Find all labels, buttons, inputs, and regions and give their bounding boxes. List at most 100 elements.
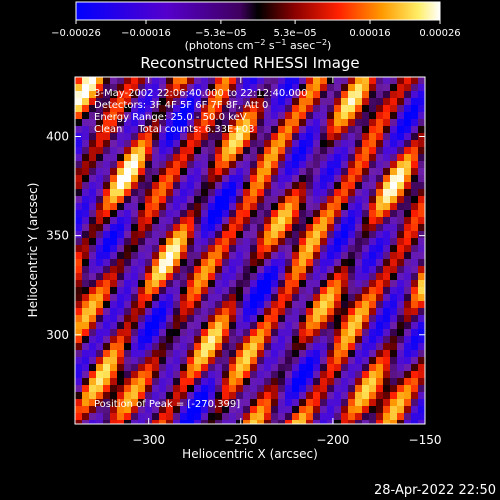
heatmap-cell bbox=[75, 420, 82, 424]
heatmap-cell bbox=[362, 364, 369, 371]
heatmap-cell bbox=[404, 350, 411, 357]
heatmap-cell bbox=[180, 322, 187, 329]
heatmap-cell bbox=[173, 84, 180, 91]
heatmap-cell bbox=[82, 357, 89, 364]
heatmap-cell bbox=[327, 259, 334, 266]
heatmap-cell bbox=[341, 392, 348, 399]
heatmap-cell bbox=[138, 329, 145, 336]
heatmap-cell bbox=[96, 224, 103, 231]
heatmap-cell bbox=[180, 203, 187, 210]
heatmap-cell bbox=[334, 203, 341, 210]
heatmap-cell bbox=[180, 210, 187, 217]
heatmap-cell bbox=[110, 287, 117, 294]
heatmap-cell bbox=[362, 224, 369, 231]
heatmap-cell bbox=[222, 280, 229, 287]
heatmap-cell bbox=[103, 301, 110, 308]
heatmap-cell bbox=[131, 189, 138, 196]
heatmap-cell bbox=[236, 189, 243, 196]
heatmap-cell bbox=[75, 168, 82, 175]
heatmap-cell bbox=[264, 406, 271, 413]
heatmap-cell bbox=[138, 77, 145, 84]
heatmap-cell bbox=[292, 126, 299, 133]
heatmap-cell bbox=[124, 371, 131, 378]
heatmap-cell bbox=[117, 98, 124, 105]
heatmap-cell bbox=[180, 98, 187, 105]
heatmap-cell bbox=[390, 196, 397, 203]
heatmap-cell bbox=[341, 294, 348, 301]
heatmap-cell bbox=[187, 147, 194, 154]
heatmap-cell bbox=[243, 308, 250, 315]
heatmap-cell bbox=[264, 84, 271, 91]
heatmap-cell bbox=[159, 266, 166, 273]
heatmap-cell bbox=[313, 259, 320, 266]
heatmap-cell bbox=[285, 280, 292, 287]
heatmap-cell bbox=[383, 224, 390, 231]
heatmap-cell bbox=[292, 140, 299, 147]
heatmap-cell bbox=[313, 322, 320, 329]
heatmap-cell bbox=[250, 329, 257, 336]
heatmap-cell bbox=[327, 406, 334, 413]
heatmap-cell bbox=[110, 343, 117, 350]
colorbar bbox=[75, 1, 441, 21]
heatmap-cell bbox=[383, 112, 390, 119]
heatmap-cell bbox=[348, 105, 355, 112]
heatmap-cell bbox=[89, 245, 96, 252]
heatmap-cell bbox=[320, 413, 327, 420]
heatmap-cell bbox=[166, 259, 173, 266]
heatmap-cell bbox=[264, 154, 271, 161]
heatmap-cell bbox=[138, 189, 145, 196]
heatmap-cell bbox=[103, 273, 110, 280]
heatmap-cell bbox=[243, 266, 250, 273]
heatmap-cell bbox=[411, 343, 418, 350]
heatmap-cell bbox=[404, 126, 411, 133]
heatmap-cell bbox=[215, 315, 222, 322]
heatmap-cell bbox=[145, 196, 152, 203]
heatmap-cell bbox=[264, 231, 271, 238]
heatmap-cell bbox=[341, 343, 348, 350]
heatmap-cell bbox=[117, 420, 124, 424]
heatmap-cell bbox=[215, 280, 222, 287]
heatmap-cell bbox=[369, 182, 376, 189]
heatmap-cell bbox=[257, 189, 264, 196]
heatmap-cell bbox=[334, 385, 341, 392]
heatmap-cell bbox=[355, 98, 362, 105]
heatmap-cell bbox=[257, 322, 264, 329]
heatmap-cell bbox=[229, 399, 236, 406]
heatmap-cell bbox=[390, 273, 397, 280]
heatmap-cell bbox=[201, 119, 208, 126]
heatmap-cell bbox=[418, 112, 425, 119]
heatmap-cell bbox=[187, 196, 194, 203]
colorbar-tick-label: 0.00026 bbox=[419, 28, 460, 39]
heatmap-cell bbox=[397, 273, 404, 280]
heatmap-cell bbox=[285, 112, 292, 119]
heatmap-cell bbox=[173, 196, 180, 203]
heatmap-cell bbox=[145, 406, 152, 413]
heatmap-cell bbox=[243, 196, 250, 203]
heatmap-cell bbox=[250, 133, 257, 140]
heatmap-cell bbox=[362, 371, 369, 378]
heatmap-cell bbox=[418, 245, 425, 252]
heatmap-cell bbox=[103, 147, 110, 154]
heatmap-cell bbox=[236, 357, 243, 364]
heatmap-cell bbox=[194, 315, 201, 322]
heatmap-cell bbox=[138, 154, 145, 161]
heatmap-cell bbox=[404, 343, 411, 350]
heatmap-cell bbox=[299, 301, 306, 308]
heatmap-cell bbox=[320, 203, 327, 210]
heatmap-cell bbox=[334, 371, 341, 378]
heatmap-cell bbox=[215, 350, 222, 357]
heatmap-cell bbox=[362, 336, 369, 343]
heatmap-cell bbox=[327, 392, 334, 399]
heatmap-cell bbox=[306, 329, 313, 336]
heatmap-cell bbox=[243, 84, 250, 91]
heatmap-cell bbox=[383, 329, 390, 336]
heatmap-cell bbox=[327, 196, 334, 203]
heatmap-cell bbox=[103, 357, 110, 364]
heatmap-cell bbox=[124, 378, 131, 385]
heatmap-cell bbox=[215, 210, 222, 217]
heatmap-cell bbox=[362, 154, 369, 161]
heatmap-cell bbox=[306, 98, 313, 105]
heatmap-cell bbox=[397, 175, 404, 182]
heatmap-cell bbox=[292, 280, 299, 287]
heatmap-cell bbox=[264, 273, 271, 280]
